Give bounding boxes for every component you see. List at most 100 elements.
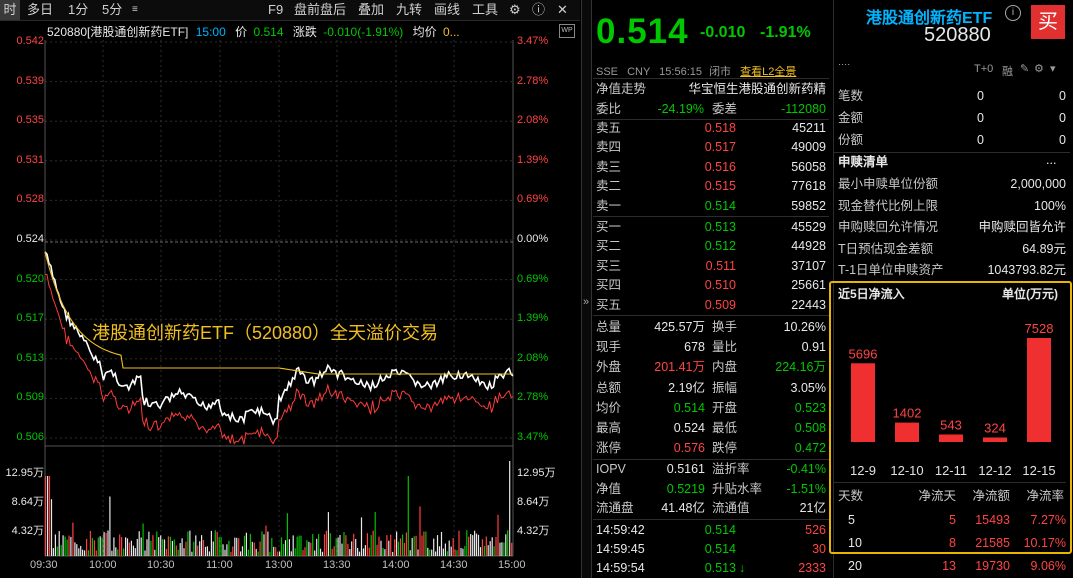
tab-1min[interactable]: 1分 bbox=[68, 2, 89, 17]
settings-icon[interactable]: ⚙ bbox=[1034, 63, 1044, 75]
price-change-pct: -1.91% bbox=[760, 24, 811, 41]
inflow-bar bbox=[895, 422, 919, 442]
last-price: 0.514 bbox=[596, 12, 689, 51]
truncated-row: .... bbox=[838, 64, 1066, 78]
market-status: 闭市 bbox=[709, 66, 732, 78]
x-axis-label: 10:00 bbox=[89, 559, 117, 571]
inflow-bar-value: 5696 bbox=[849, 346, 878, 361]
quote-time: 15:56:15 bbox=[659, 66, 702, 78]
y-axis-label-left: 0.524 bbox=[16, 233, 44, 245]
y-axis-label-right: 2.78% bbox=[517, 391, 549, 404]
stat-value: 224.16万 bbox=[775, 360, 826, 375]
buy-button[interactable]: 买 bbox=[1031, 5, 1065, 39]
stat-value: 201.41万 bbox=[654, 360, 705, 375]
intraday-chart[interactable]: 520880[港股通创新药ETF] 15:00 价 0.514 涨跌 -0.01… bbox=[0, 20, 580, 578]
chart-time: 15:00 bbox=[195, 25, 226, 39]
tick-volume: 526 bbox=[805, 523, 826, 537]
stat-label: 最低 bbox=[712, 421, 738, 435]
x-axis-label: 11:00 bbox=[206, 559, 233, 571]
tick-time: 14:59:54 bbox=[596, 561, 645, 576]
collapse-icon[interactable]: ▾ bbox=[1050, 63, 1056, 75]
l2-link[interactable]: 查看L2全景 bbox=[740, 66, 797, 78]
x-axis-label: 13:00 bbox=[265, 559, 293, 571]
order-level-volume: 22443 bbox=[791, 297, 826, 312]
tab-multi-day[interactable]: 多日 bbox=[27, 2, 54, 17]
chart-info-bar: 520880[港股通创新药ETF] 15:00 价 0.514 涨跌 -0.01… bbox=[47, 23, 460, 40]
tick-volume: 30 bbox=[812, 542, 826, 557]
market-info: SSE CNY 15:56:15 闭市 查看L2全景 bbox=[596, 63, 796, 79]
y-axis-label-right: 0.69% bbox=[517, 272, 549, 285]
subscribe-value: 100% bbox=[1034, 198, 1066, 213]
subscribe-more-icon[interactable]: ... bbox=[1046, 153, 1057, 167]
stat-label: 跌停 bbox=[712, 441, 738, 456]
y-axis-label-left: 0.531 bbox=[16, 153, 44, 166]
wp-icon[interactable]: WP bbox=[559, 24, 575, 38]
y-axis-label-left: 0.520 bbox=[16, 272, 44, 285]
draw-line-button[interactable]: 画线 bbox=[434, 2, 461, 17]
stat-label: 外盘 bbox=[596, 360, 622, 375]
f9-button[interactable]: F9 bbox=[268, 2, 284, 17]
inflow-amount: 21585 bbox=[975, 536, 1010, 550]
iopv-label: 溢折率 bbox=[712, 462, 750, 476]
order-level-volume: 25661 bbox=[791, 278, 826, 293]
inflow-flow-days: 8 bbox=[949, 536, 956, 550]
info-icon[interactable]: i bbox=[1005, 5, 1021, 21]
tools-button[interactable]: 工具 bbox=[472, 2, 499, 17]
panel-divider[interactable]: » bbox=[581, 0, 592, 578]
subscribe-value: 1043793.82元 bbox=[987, 263, 1066, 278]
order-level-price: 0.513 bbox=[704, 220, 736, 234]
vol-label-right-1: 12.95万 bbox=[517, 467, 556, 479]
nav-trend-link[interactable]: 净值走势 bbox=[596, 82, 647, 96]
x-axis-label: 09:30 bbox=[30, 559, 58, 571]
order-level-label: 卖一 bbox=[596, 198, 622, 213]
info-icon[interactable]: ⓘ bbox=[532, 2, 546, 17]
x-axis-label: 13:30 bbox=[323, 559, 351, 571]
more-periods-icon[interactable]: ≡ bbox=[132, 4, 138, 15]
tab-intraday[interactable]: 时 bbox=[0, 0, 20, 20]
subscribe-title: 申赎清单 bbox=[838, 155, 889, 169]
x-axis-label: 14:30 bbox=[440, 559, 468, 571]
stat-label: 现手 bbox=[596, 340, 622, 355]
overlay-button[interactable]: 叠加 bbox=[358, 2, 385, 17]
vol-label-left-3: 4.32万 bbox=[11, 525, 44, 537]
pre-post-market-button[interactable]: 盘前盘后 bbox=[294, 2, 347, 17]
inflow-table-header: 天数 bbox=[838, 489, 864, 503]
stat-value: 425.57万 bbox=[654, 320, 705, 334]
tick-time: 14:59:42 bbox=[596, 523, 645, 537]
order-level-volume: 59852 bbox=[791, 198, 826, 213]
inflow-table-header: 净流率 bbox=[1026, 489, 1064, 503]
x-axis-label: 15:00 bbox=[498, 559, 526, 571]
order-level-price: 0.509 bbox=[704, 297, 736, 312]
fund-stat-value: 0 bbox=[977, 133, 984, 147]
stat-label: 内盘 bbox=[712, 360, 738, 375]
iopv-value: 21亿 bbox=[799, 501, 826, 516]
inflow-bar-value: 324 bbox=[984, 421, 1006, 436]
order-level-label: 买五 bbox=[596, 297, 622, 312]
settings-icon[interactable]: ⚙ bbox=[509, 2, 521, 17]
inflow-rate: 10.17% bbox=[1023, 536, 1066, 550]
y-axis-label-left: 0.513 bbox=[16, 351, 44, 364]
inflow-category-label: 12-11 bbox=[935, 463, 967, 478]
stat-label: 振幅 bbox=[712, 380, 738, 395]
edit-icon[interactable]: ✎ bbox=[1020, 63, 1030, 75]
stat-value: 0.576 bbox=[673, 441, 705, 456]
nine-turn-button[interactable]: 九转 bbox=[396, 2, 423, 17]
fund-stat-value: 0 bbox=[977, 89, 984, 103]
weicha-label: 委差 bbox=[712, 102, 738, 116]
tab-5min[interactable]: 5分 bbox=[102, 2, 123, 17]
stat-value: 0.524 bbox=[673, 421, 705, 435]
change-value: -0.010(-1.91%) bbox=[323, 25, 404, 39]
close-icon[interactable]: ✕ bbox=[557, 2, 568, 17]
stat-value: 10.26% bbox=[783, 320, 826, 334]
order-level-price: 0.516 bbox=[704, 159, 736, 174]
inflow-days: 5 bbox=[848, 513, 855, 527]
t0-label: T+0 bbox=[974, 63, 994, 75]
collapse-chevron-icon[interactable]: » bbox=[583, 296, 590, 308]
inflow-title: 近5日净流入 bbox=[838, 287, 905, 301]
inflow-bar bbox=[939, 434, 963, 442]
stat-value: 2.19亿 bbox=[668, 380, 705, 395]
vol-label-right-2: 8.64万 bbox=[517, 496, 550, 508]
iopv-label: 升贴水率 bbox=[712, 481, 763, 496]
y-axis-label-left: 0.517 bbox=[16, 312, 44, 325]
change-label: 涨跌 bbox=[292, 25, 317, 39]
